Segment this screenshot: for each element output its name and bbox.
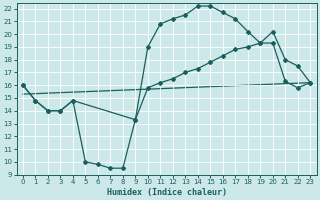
X-axis label: Humidex (Indice chaleur): Humidex (Indice chaleur)	[107, 188, 227, 197]
